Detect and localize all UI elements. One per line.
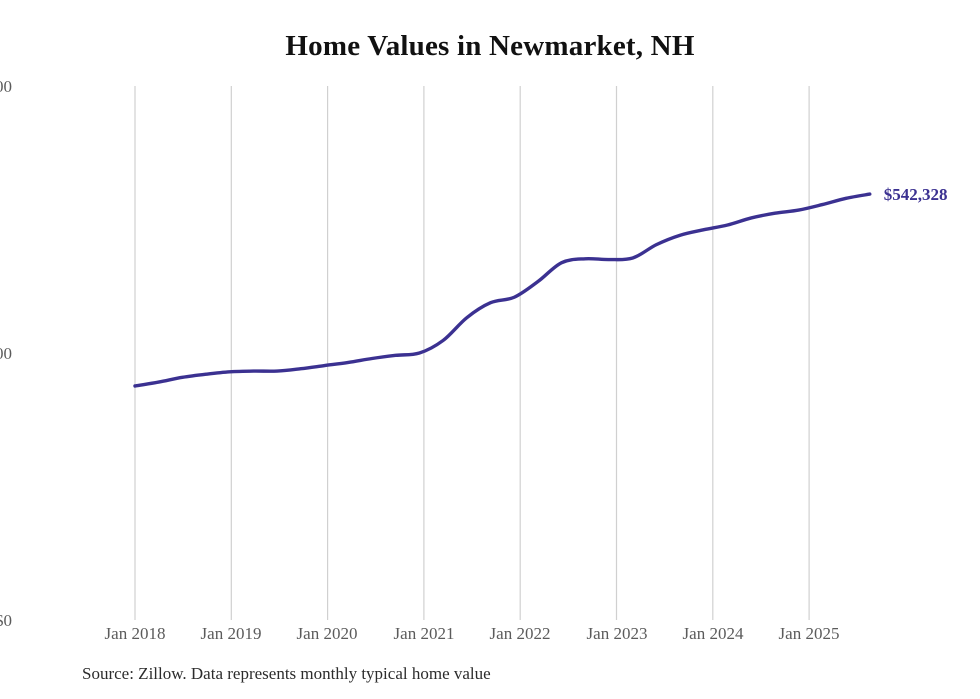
y-axis-tick-label-bottom: $0 <box>0 611 12 630</box>
x-axis-tick-label-jan-2021: Jan 2021 <box>393 624 455 643</box>
x-axis-tick-label-jan-2022: Jan 2022 <box>489 624 551 643</box>
source-note: Source: Zillow. Data represents monthly … <box>82 664 491 683</box>
y-axis-tick-label-top: $680,000 <box>0 77 12 96</box>
y-axis-tick-label-mid: $340,000 <box>0 344 12 363</box>
series-line-typical-home-value <box>133 192 872 388</box>
x-axis-tick-label-jan-2019: Jan 2019 <box>200 624 262 643</box>
x-axis-tick-label-jan-2024: Jan 2024 <box>682 624 744 643</box>
gridlines <box>134 86 810 620</box>
x-axis-tick-label-jan-2025: Jan 2025 <box>778 624 840 643</box>
x-axis-tick-label-jan-2018: Jan 2018 <box>104 624 166 643</box>
end-value-label: $542,328 <box>883 185 948 205</box>
x-axis-tick-label-jan-2020: Jan 2020 <box>296 624 358 643</box>
x-axis-tick-label-jan-2023: Jan 2023 <box>586 624 648 643</box>
chart-title: Home Values in Newmarket, NH <box>285 30 695 62</box>
